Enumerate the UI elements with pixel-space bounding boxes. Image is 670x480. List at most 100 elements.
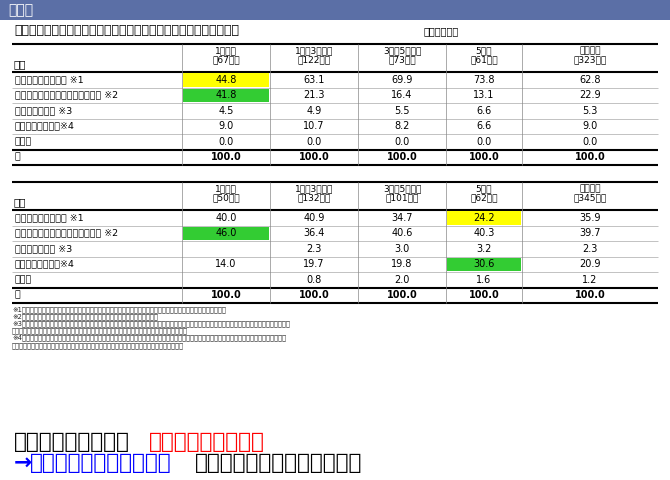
Text: 正社員として働いた ※1: 正社員として働いた ※1 [15,75,84,84]
Text: 30.6: 30.6 [473,259,494,269]
Text: 3.2: 3.2 [476,244,492,254]
Text: 44.8: 44.8 [215,75,237,85]
Text: （62人）: （62人） [470,193,498,203]
Text: 100.0: 100.0 [210,290,241,300]
Text: 24.2: 24.2 [473,213,495,223]
Text: 40.3: 40.3 [473,228,494,238]
Text: 5年超: 5年超 [476,184,492,193]
Text: 初職での勤続期間が: 初職での勤続期間が [14,432,130,452]
Text: 5.5: 5.5 [394,106,410,116]
Text: 35.9: 35.9 [580,213,601,223]
Text: （73人）: （73人） [388,56,416,64]
Bar [183,73,269,86]
Text: 100.0: 100.0 [468,290,499,300]
Text: 0.0: 0.0 [306,137,322,147]
Text: 全離職者: 全離職者 [580,47,601,56]
Text: 13.1: 13.1 [473,90,494,100]
Text: 73.8: 73.8 [473,75,494,85]
Text: 6.6: 6.6 [476,121,492,131]
Text: 3.0: 3.0 [395,244,409,254]
Text: 10.7: 10.7 [304,121,325,131]
Text: 9.0: 9.0 [218,121,234,131]
Text: 1.2: 1.2 [582,275,598,285]
Text: その他: その他 [15,275,32,284]
Text: 4.5: 4.5 [218,106,234,116]
Bar [183,227,269,240]
Bar [447,211,521,225]
Text: 22.9: 22.9 [579,90,601,100]
Text: 5.3: 5.3 [582,106,598,116]
Text: 0.0: 0.0 [218,137,234,147]
Text: 1.6: 1.6 [476,275,492,285]
Text: （101人）: （101人） [385,193,419,203]
Text: 40.9: 40.9 [304,213,325,223]
Text: 2.3: 2.3 [582,244,598,254]
Text: 短いほど非正社員化: 短いほど非正社員化 [149,432,265,452]
Text: 一貫して非労働力※4: 一貫して非労働力※4 [15,260,75,269]
Text: 事・育児・介護など）をした」「傷業・休業していた」のいずれか１つ以上にあてはまる人: 事・育児・介護など）をした」「傷業・休業していた」のいずれか１つ以上にあてはまる… [12,342,184,348]
Text: 19.8: 19.8 [391,259,413,269]
Text: 5年超: 5年超 [476,47,492,56]
Bar [0,0,670,20]
Text: 計: 計 [15,153,21,162]
Text: ※2　同期間中に「就職活動をした」「非労働力」であった時期もある人を含む: ※2 同期間中に「就職活動をした」「非労働力」であった時期もある人を含む [12,313,158,320]
Text: 1年超3年以内: 1年超3年以内 [295,184,333,193]
Text: 34.7: 34.7 [391,213,413,223]
Text: 100.0: 100.0 [299,290,330,300]
Text: 21.3: 21.3 [304,90,325,100]
Text: 19.7: 19.7 [304,259,325,269]
Text: （単位：％）: （単位：％） [424,26,459,36]
Text: 0.8: 0.8 [306,275,322,285]
Text: 3年超5年以内: 3年超5年以内 [383,184,421,193]
Text: 全離職者: 全離職者 [580,184,601,193]
Text: 就職活動をした ※3: 就職活動をした ※3 [15,244,72,253]
Text: ※3　「契約社員として働いた」「派遣社員として働いた」「アルバイト・パートとして働いた」「雇用以外の形態（自営業・内職・家族従業等）で働い: ※3 「契約社員として働いた」「派遣社員として働いた」「アルバイト・パートとして… [12,321,290,327]
Text: 正社員として働いた ※1: 正社員として働いた ※1 [15,213,84,222]
Text: 男性: 男性 [14,59,27,69]
Text: （323人）: （323人） [574,56,606,64]
Text: 100.0: 100.0 [575,152,606,162]
Text: 3年超5年以内: 3年超5年以内 [383,47,421,56]
Text: 9.0: 9.0 [582,121,598,131]
Text: 1年以内: 1年以内 [215,184,237,193]
Text: 69.9: 69.9 [391,75,413,85]
Text: （345人）: （345人） [574,193,606,203]
Text: 1年以内: 1年以内 [215,47,237,56]
Text: 6.6: 6.6 [476,106,492,116]
Text: 100.0: 100.0 [299,152,330,162]
Text: 16.4: 16.4 [391,90,413,100]
Text: 一貫して非労働力※4: 一貫して非労働力※4 [15,122,75,131]
Text: （132人）: （132人） [297,193,330,203]
Text: 100.0: 100.0 [387,290,417,300]
Text: （61人）: （61人） [470,56,498,64]
Text: 63.1: 63.1 [304,75,325,85]
Text: 1年超3年以内: 1年超3年以内 [295,47,333,56]
Bar [447,257,521,271]
Text: 女性: 女性 [14,197,27,207]
Text: 100.0: 100.0 [468,152,499,162]
Text: 40.0: 40.0 [215,213,237,223]
Bar [183,88,269,102]
Text: 0.0: 0.0 [582,137,598,147]
Text: 14.0: 14.0 [215,259,237,269]
Text: 2.0: 2.0 [395,275,409,285]
Text: 0.0: 0.0 [395,137,409,147]
Text: 40.6: 40.6 [391,228,413,238]
Text: 62.8: 62.8 [580,75,601,85]
Text: →: → [14,453,32,473]
Text: 100.0: 100.0 [575,290,606,300]
Text: （122人）: （122人） [297,56,330,64]
Text: 就職活動をした ※3: 就職活動をした ※3 [15,106,72,115]
Text: 図表８　勤続期間別「初めての正社員勤務先」離職後１年間の状況: 図表８ 勤続期間別「初めての正社員勤務先」離職後１年間の状況 [14,24,239,37]
Text: 100.0: 100.0 [210,152,241,162]
Text: ※1　同期間中に「正社員以外の労働者として働いた」「就職活動をした」「非労働力」であった時期もある人を含む: ※1 同期間中に「正社員以外の労働者として働いた」「就職活動をした」「非労働力」… [12,306,226,312]
Text: その他: その他 [15,137,32,146]
Text: 39.7: 39.7 [580,228,601,238]
Text: 不本意な早期離職の防止: 不本意な早期離職の防止 [29,453,171,473]
Text: 41.8: 41.8 [215,90,237,100]
Text: 36.4: 36.4 [304,228,325,238]
Text: 46.0: 46.0 [215,228,237,238]
Text: 0.0: 0.0 [476,137,492,147]
Text: （67人）: （67人） [212,56,240,64]
Text: は離職後のキャリアにも重要: は離職後のキャリアにも重要 [195,453,362,473]
